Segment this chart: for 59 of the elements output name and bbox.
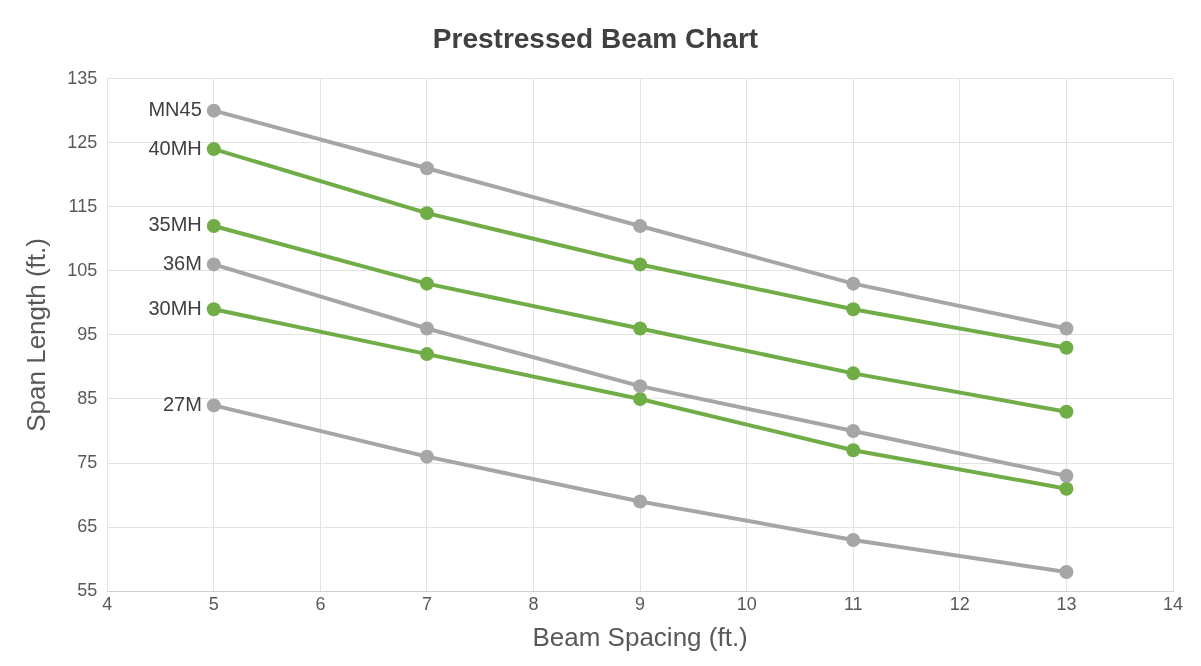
point	[633, 321, 648, 336]
x-tick-label: 13	[1056, 593, 1077, 614]
x-tick-label: 11	[843, 593, 863, 614]
point	[846, 443, 861, 458]
point	[633, 257, 648, 272]
point	[633, 218, 648, 233]
point	[419, 276, 434, 291]
point	[206, 398, 221, 413]
x-tick-label: 6	[315, 593, 326, 614]
point	[1059, 468, 1074, 483]
y-tick-label: 115	[68, 195, 98, 216]
series-label: 30MH	[148, 296, 202, 319]
point	[419, 161, 434, 176]
x-tick-label: 8	[528, 593, 539, 614]
x-tick-label: 12	[949, 593, 970, 614]
point	[846, 424, 861, 439]
point	[206, 142, 221, 157]
y-tick-label: 135	[67, 67, 98, 88]
y-tick-label: 75	[77, 452, 98, 473]
series-label: MN45	[148, 98, 202, 121]
point	[206, 103, 221, 118]
point	[206, 302, 221, 317]
y-tick-label: 125	[67, 131, 98, 152]
x-tick-label: 10	[736, 593, 757, 614]
point	[1059, 564, 1074, 579]
y-tick-label: 95	[77, 323, 98, 344]
point	[1059, 481, 1074, 496]
series-label: 40MH	[148, 136, 202, 159]
point	[846, 532, 861, 547]
point	[1059, 404, 1074, 419]
series-label: 27M	[162, 392, 202, 415]
x-tick-label: 5	[208, 593, 219, 614]
point	[846, 276, 861, 291]
series-label: 35MH	[148, 213, 202, 236]
y-tick-label: 55	[77, 580, 98, 601]
point	[633, 494, 648, 509]
x-tick-label: 4	[102, 593, 113, 614]
point	[633, 391, 648, 406]
y-tick-label: 105	[67, 259, 98, 280]
point	[846, 302, 861, 317]
y-tick-label: 85	[77, 387, 98, 408]
point	[846, 366, 861, 381]
x-tick-label: 7	[421, 593, 432, 614]
point	[419, 321, 434, 336]
chart-title: Prestressed Beam Chart	[432, 22, 759, 54]
series-label: 36M	[162, 251, 202, 274]
point	[419, 449, 434, 464]
x-tick-label: 9	[635, 593, 646, 614]
point	[1059, 340, 1074, 355]
x-tick-label: 14	[1162, 593, 1184, 614]
point	[419, 206, 434, 221]
point	[206, 218, 221, 233]
y-axis-title: Span Length (ft.)	[20, 238, 51, 432]
point	[206, 257, 221, 272]
y-tick-label: 65	[77, 516, 98, 537]
x-axis-title: Beam Spacing (ft.)	[532, 621, 748, 652]
point	[1059, 321, 1074, 336]
point	[419, 347, 434, 362]
point	[633, 379, 648, 394]
